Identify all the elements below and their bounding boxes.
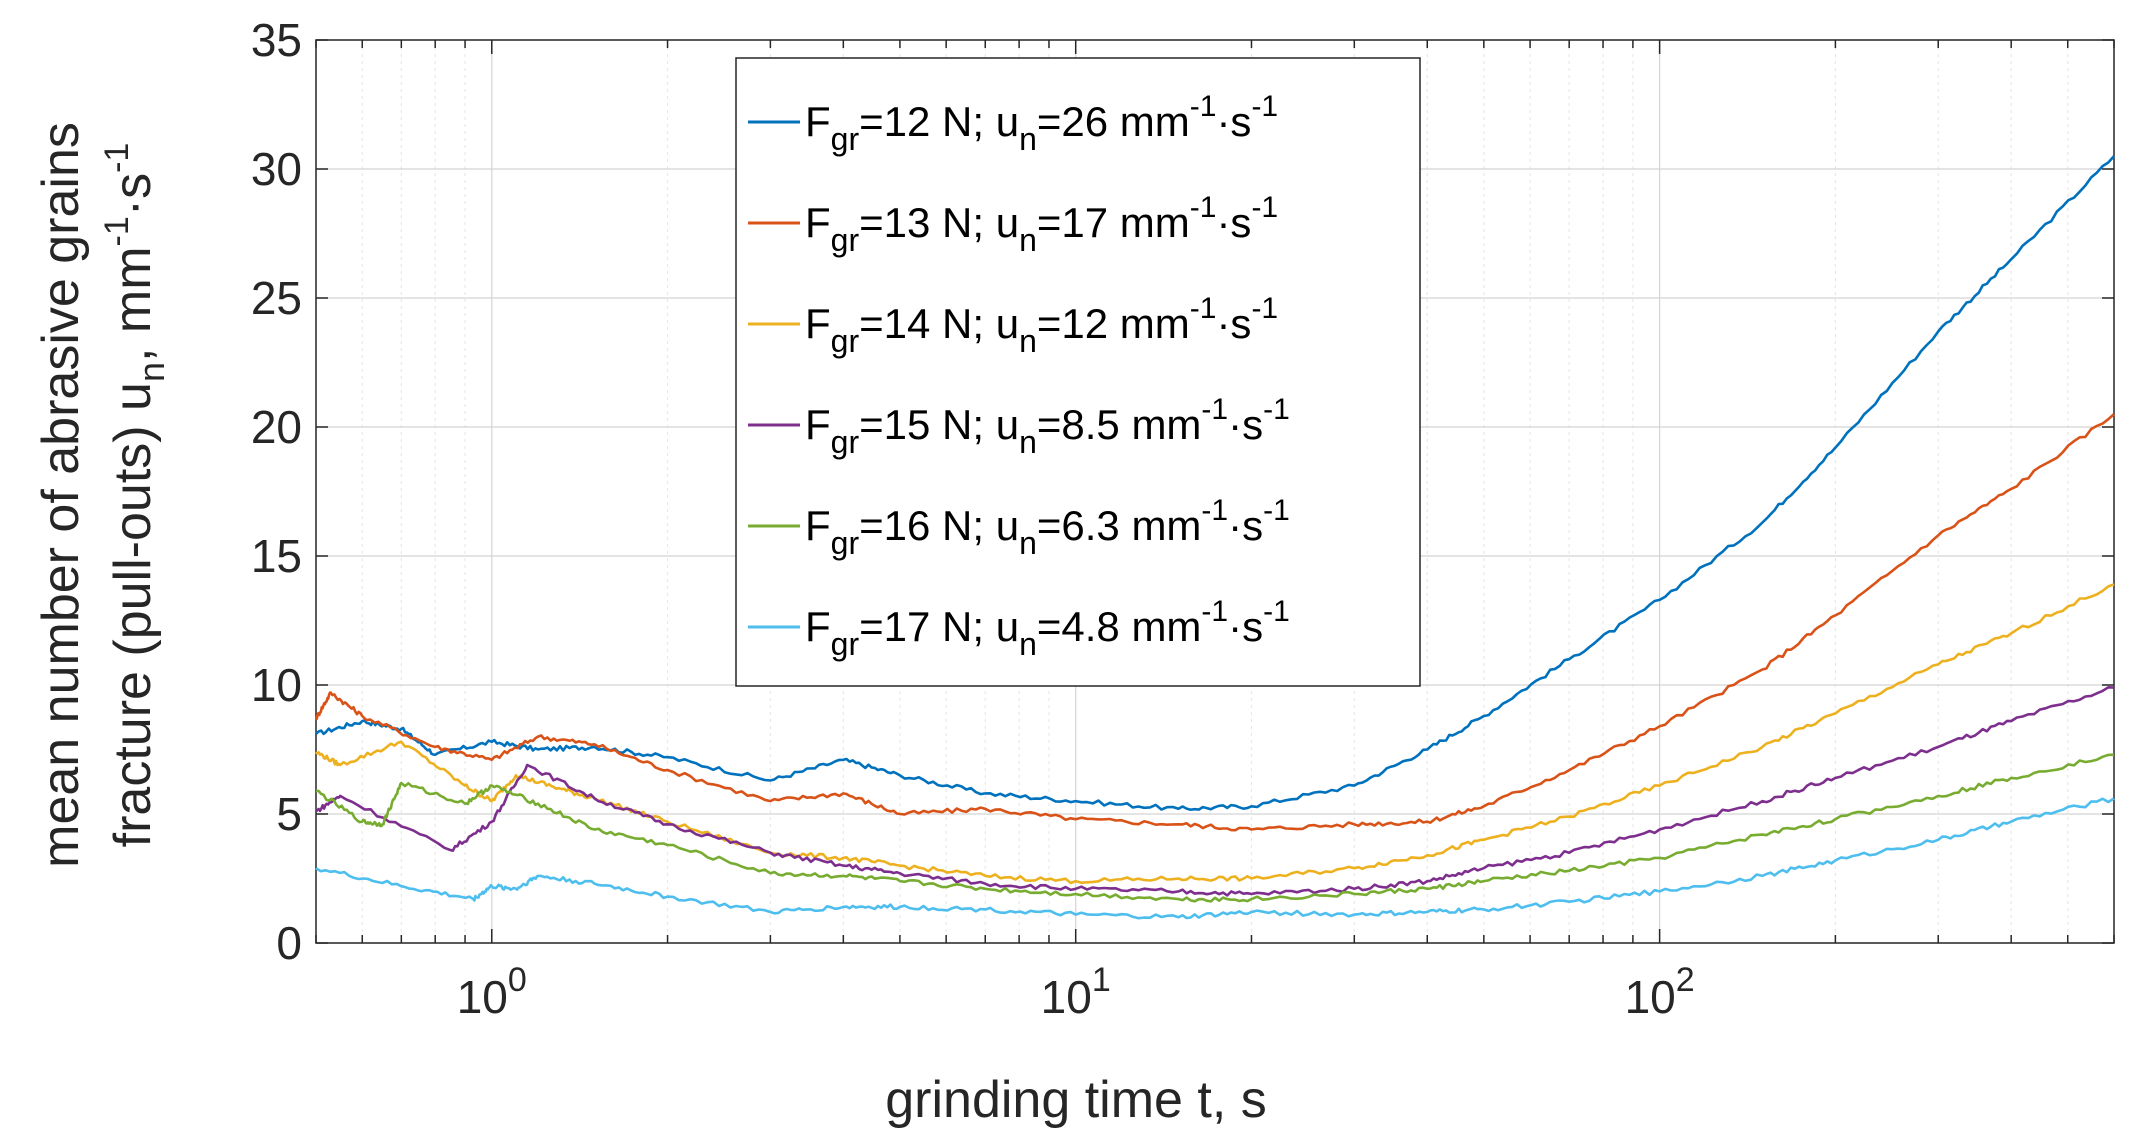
x-tick-label: 101 bbox=[1041, 961, 1111, 1023]
legend-entry: Fgr=13 N; un=17 mm-1·s-1 bbox=[805, 191, 1278, 258]
x-tick-label: 102 bbox=[1625, 961, 1695, 1023]
series-line-12N bbox=[315, 155, 2115, 812]
series-line-16N bbox=[315, 753, 2115, 903]
y-tick-label: 10 bbox=[251, 659, 302, 711]
y-axis-label-line1: mean number of abrasive grains bbox=[32, 122, 90, 868]
series-line-14N bbox=[315, 583, 2115, 885]
series-line-13N bbox=[315, 413, 2115, 832]
x-axis: 100 101 102 bbox=[315, 40, 2115, 1023]
series-line-15N bbox=[315, 685, 2115, 897]
y-axis-label: mean number of abrasive grains fracture … bbox=[32, 122, 172, 868]
legend-entry: Fgr=16 N; un=6.3 mm-1·s-1 bbox=[805, 494, 1290, 561]
legend: Fgr=12 N; un=26 mm-1·s-1 Fgr=13 N; un=17 … bbox=[735, 57, 1421, 687]
plot-area bbox=[315, 39, 2115, 944]
legend-entry: Fgr=12 N; un=26 mm-1·s-1 bbox=[805, 90, 1278, 157]
legend-entry: Fgr=17 N; un=4.8 mm-1·s-1 bbox=[805, 595, 1290, 662]
x-axis-label: grinding time t, s bbox=[885, 1071, 1267, 1129]
y-tick-label: 0 bbox=[276, 917, 302, 969]
y-axis-label-line2: fracture (pull-outs) un, mm-1·s-1 bbox=[98, 143, 172, 848]
y-tick-label: 15 bbox=[251, 530, 302, 582]
y-tick-label: 20 bbox=[251, 401, 302, 453]
series-line-17N bbox=[315, 797, 2115, 920]
legend-box bbox=[735, 57, 1421, 687]
legend-entry: Fgr=15 N; un=8.5 mm-1·s-1 bbox=[805, 393, 1290, 460]
x-tick-label: 100 bbox=[457, 961, 527, 1023]
y-tick-label: 35 bbox=[251, 14, 302, 66]
y-tick-label: 30 bbox=[251, 143, 302, 195]
y-tick-label: 5 bbox=[276, 788, 302, 840]
y-axis: 0 5 10 15 20 25 30 35 bbox=[251, 14, 2114, 969]
legend-entry: Fgr=14 N; un=12 mm-1·s-1 bbox=[805, 292, 1278, 359]
series-lines bbox=[315, 155, 2115, 920]
y-tick-label: 25 bbox=[251, 272, 302, 324]
